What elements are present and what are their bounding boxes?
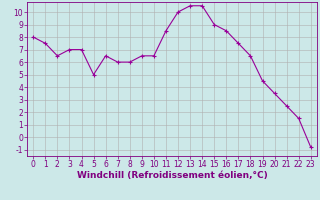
X-axis label: Windchill (Refroidissement éolien,°C): Windchill (Refroidissement éolien,°C) [76, 171, 268, 180]
